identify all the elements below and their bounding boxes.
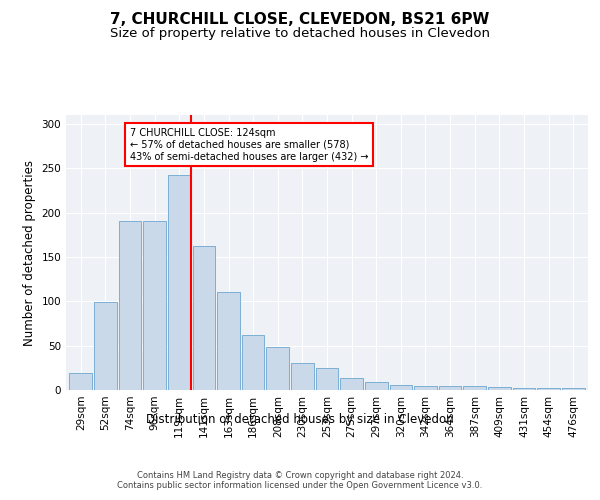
Text: Contains HM Land Registry data © Crown copyright and database right 2024.
Contai: Contains HM Land Registry data © Crown c… [118,470,482,490]
Bar [193,246,215,390]
Bar [291,364,314,390]
Text: 7 CHURCHILL CLOSE: 124sqm
← 57% of detached houses are smaller (578)
43% of semi: 7 CHURCHILL CLOSE: 124sqm ← 57% of detac… [130,128,368,162]
Bar [439,386,461,390]
Bar [94,302,117,390]
Bar [143,222,166,390]
Bar [537,388,560,390]
Bar [340,378,363,390]
Bar [463,386,486,390]
Bar [266,348,289,390]
Bar [389,384,412,390]
Bar [414,386,437,390]
Bar [562,388,584,390]
Bar [365,382,388,390]
Y-axis label: Number of detached properties: Number of detached properties [23,160,36,346]
Text: Size of property relative to detached houses in Clevedon: Size of property relative to detached ho… [110,28,490,40]
Bar [512,388,535,390]
Bar [217,292,240,390]
Bar [316,368,338,390]
Bar [70,373,92,390]
Bar [168,176,191,390]
Bar [119,222,142,390]
Text: Distribution of detached houses by size in Clevedon: Distribution of detached houses by size … [146,412,454,426]
Bar [242,335,265,390]
Text: 7, CHURCHILL CLOSE, CLEVEDON, BS21 6PW: 7, CHURCHILL CLOSE, CLEVEDON, BS21 6PW [110,12,490,28]
Bar [488,388,511,390]
